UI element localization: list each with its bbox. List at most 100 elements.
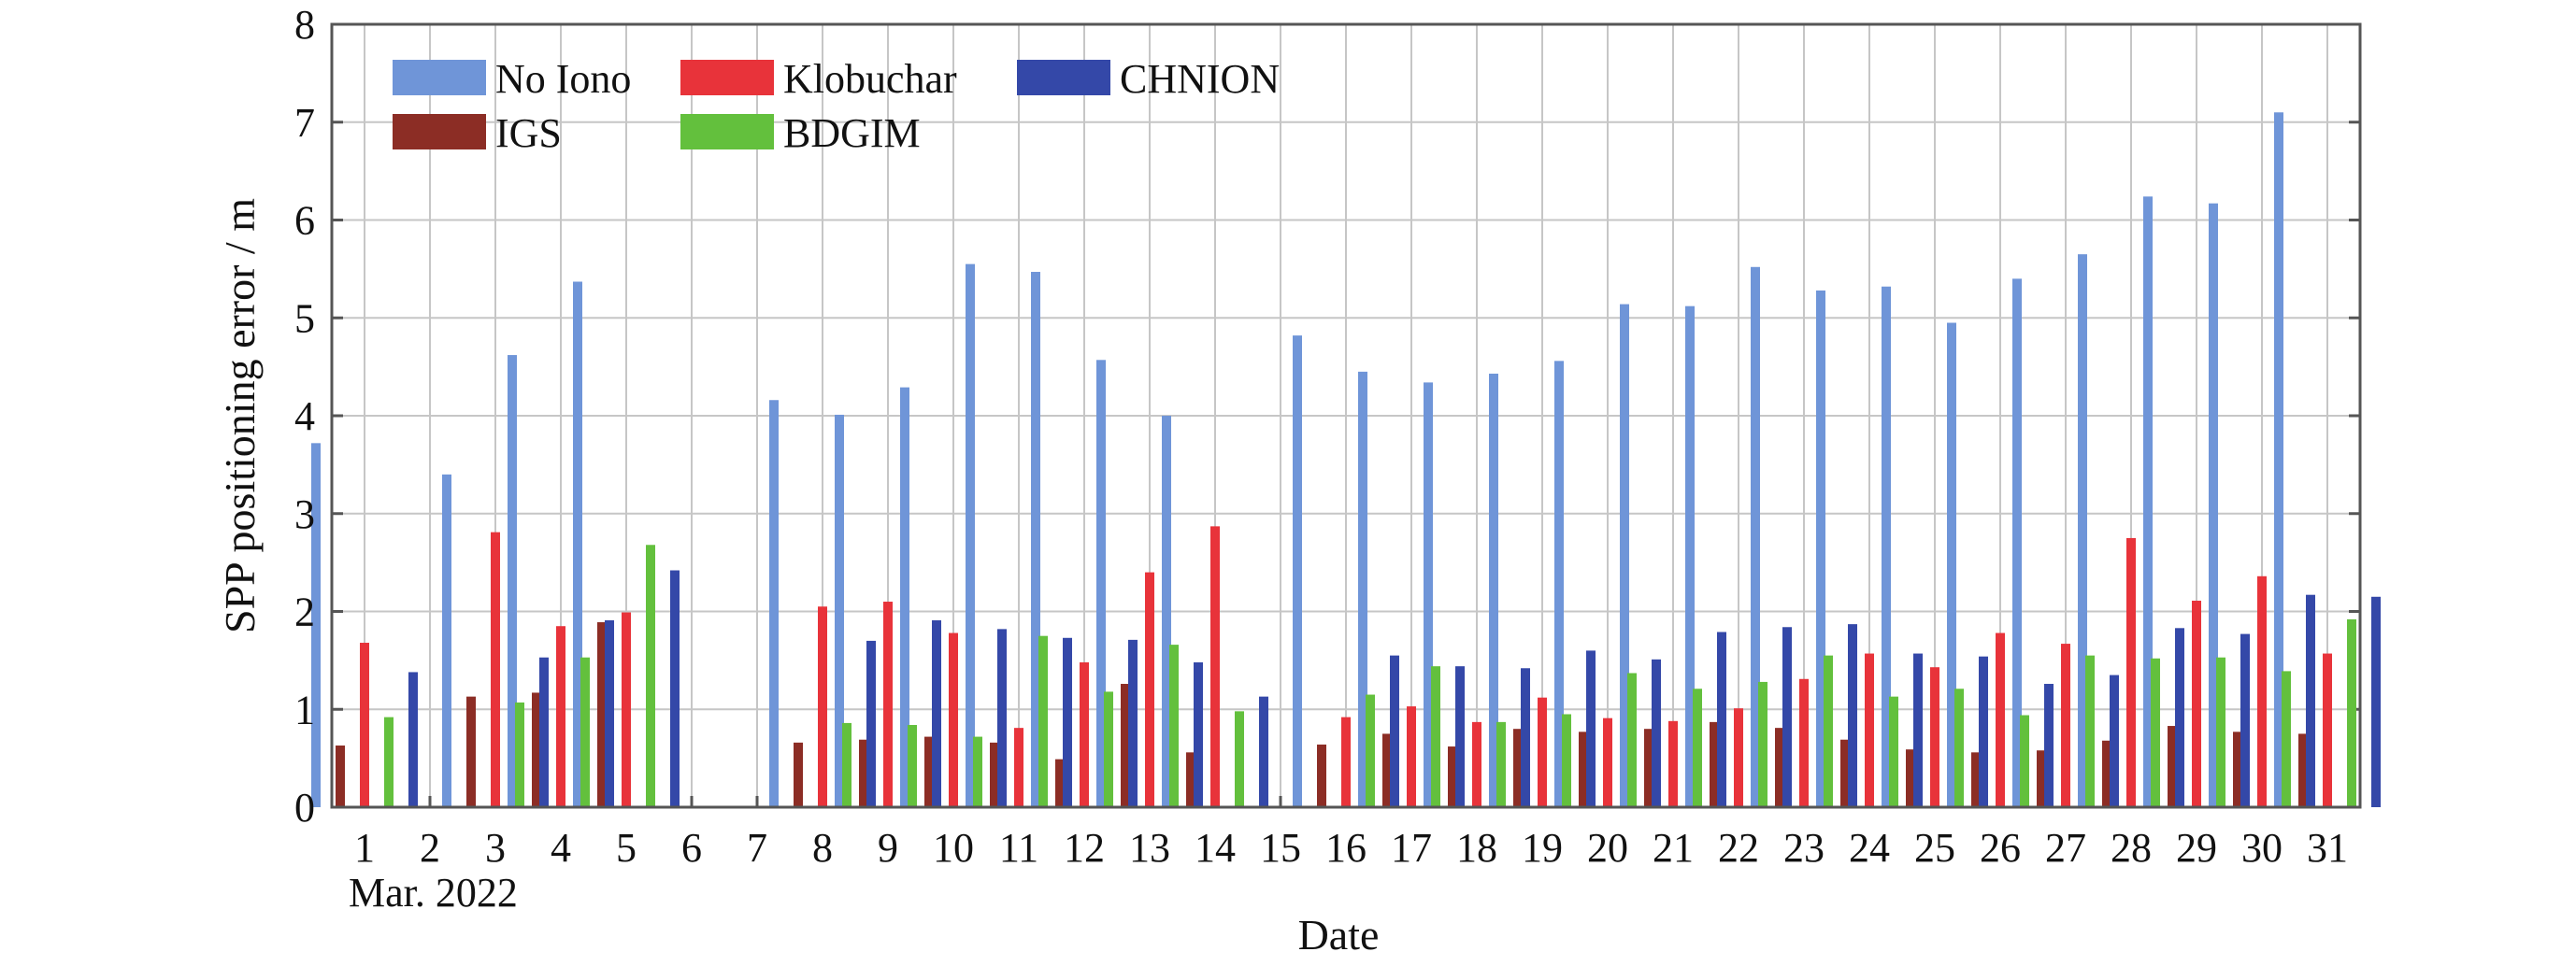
- legend-label: Klobuchar: [783, 56, 957, 102]
- x-tick-label: 21: [1653, 825, 1694, 871]
- bar: [1693, 689, 1702, 807]
- bar: [2175, 628, 2184, 807]
- bar: [1448, 746, 1457, 807]
- bar: [2257, 575, 2267, 807]
- bar: [605, 619, 614, 807]
- x-tick-label: 14: [1195, 825, 1236, 871]
- bar: [1169, 645, 1179, 807]
- bar: [1782, 627, 1792, 807]
- bar: [2012, 278, 2022, 808]
- bar: [2061, 644, 2070, 807]
- bar: [1055, 759, 1065, 807]
- bar: [2037, 750, 2046, 807]
- bar: [573, 281, 582, 807]
- bar: [1455, 666, 1465, 807]
- x-tick-label: 17: [1391, 825, 1432, 871]
- bar: [2020, 715, 2029, 807]
- bar: [1293, 335, 1302, 807]
- legend-label: No Iono: [495, 56, 631, 102]
- bar: [1317, 744, 1326, 807]
- bar: [1644, 729, 1653, 807]
- bar: [1235, 711, 1244, 807]
- bar: [2274, 112, 2283, 807]
- bar: [835, 414, 844, 807]
- bar: [1014, 728, 1023, 807]
- bar: [1954, 689, 1964, 807]
- bar: [646, 545, 655, 807]
- bar: [1554, 361, 1564, 807]
- y-tick-labels: 0 1 2 3 4 5 6 7 8: [294, 2, 315, 831]
- y-tick-label: 7: [294, 100, 315, 146]
- bar: [1579, 732, 1588, 807]
- bar: [1194, 661, 1203, 807]
- x-tick-label: 2: [420, 825, 440, 871]
- bar: [1472, 721, 1481, 807]
- bar: [1104, 691, 1113, 807]
- x-tick-label: 12: [1064, 825, 1105, 871]
- bar: [466, 696, 476, 807]
- bar: [532, 692, 541, 807]
- bar: [794, 742, 803, 807]
- bar: [1431, 666, 1440, 807]
- legend-item: No Iono: [393, 56, 631, 102]
- legend-swatch: [1017, 60, 1110, 95]
- bar: [1865, 653, 1874, 807]
- x-tick-label: 4: [551, 825, 571, 871]
- bar: [990, 742, 999, 807]
- bar: [1259, 696, 1268, 807]
- bar: [769, 400, 779, 807]
- legend-item: CHNION: [1017, 56, 1280, 102]
- bar: [1186, 752, 1195, 807]
- bar: [1751, 266, 1760, 807]
- bar: [932, 619, 941, 807]
- bars-group: [311, 112, 2381, 808]
- x-tick-label: 8: [812, 825, 833, 871]
- legend-item: IGS: [393, 110, 562, 156]
- bar: [966, 263, 975, 807]
- bar: [1145, 572, 1154, 807]
- bar: [1366, 694, 1375, 807]
- bar: [908, 725, 917, 807]
- bar: [1210, 526, 1220, 807]
- bar: [2323, 653, 2332, 807]
- x-tick-label: 29: [2176, 825, 2217, 871]
- bar: [1824, 655, 1833, 807]
- bar: [1979, 656, 1988, 807]
- x-tick-label: 26: [1980, 825, 2021, 871]
- y-tick-label: 6: [294, 198, 315, 244]
- x-tick-label: 1: [354, 825, 375, 871]
- bar: [508, 355, 517, 807]
- y-tick-label: 0: [294, 785, 315, 831]
- bar: [1521, 668, 1530, 807]
- bar: [2078, 254, 2087, 808]
- bar: [2347, 618, 2356, 807]
- bar: [1799, 678, 1809, 807]
- bar: [2371, 596, 2381, 807]
- bar: [1586, 650, 1596, 807]
- bar: [1930, 667, 1939, 807]
- bar: [1620, 304, 1629, 808]
- bar: [2102, 740, 2111, 807]
- bar: [1816, 290, 1825, 807]
- bar: [336, 746, 345, 807]
- y-tick-label: 2: [294, 590, 315, 635]
- bar: [1913, 653, 1923, 807]
- bar: [1562, 714, 1571, 807]
- bar: [1652, 659, 1661, 807]
- x-tick-label: 6: [681, 825, 702, 871]
- bar: [2151, 658, 2160, 807]
- bar: [2233, 732, 2242, 807]
- legend: No Iono IGS Klobuchar BDGIM CHNION: [393, 56, 1280, 156]
- x-tick-label: 16: [1325, 825, 1367, 871]
- bar: [842, 722, 852, 807]
- x-tick-label: 3: [485, 825, 506, 871]
- bar: [1685, 305, 1695, 807]
- bar: [2192, 600, 2201, 807]
- bar: [973, 736, 982, 807]
- x-tick-label: 30: [2241, 825, 2283, 871]
- bar: [1603, 717, 1612, 807]
- bar: [1038, 635, 1048, 807]
- bar: [1734, 708, 1743, 807]
- bar: [1882, 286, 1891, 808]
- bar: [2209, 203, 2218, 807]
